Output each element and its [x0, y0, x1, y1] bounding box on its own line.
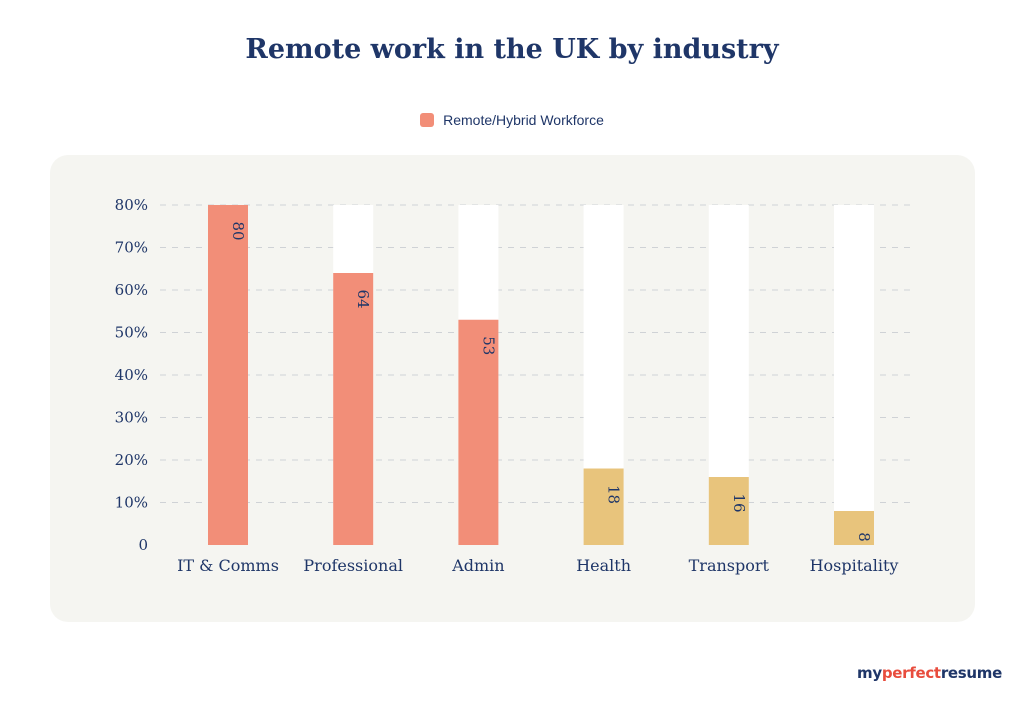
y-tick-label: 80% [115, 196, 148, 214]
legend: Remote/Hybrid Workforce [0, 112, 1024, 128]
grid-lines [160, 204, 912, 503]
data-label: 53 [479, 336, 497, 355]
legend-swatch [420, 113, 435, 127]
data-label: 64 [354, 289, 372, 308]
bar [708, 477, 749, 545]
bar [333, 273, 374, 545]
legend-label: Remote/Hybrid Workforce [443, 112, 604, 128]
y-tick-label: 0 [138, 536, 148, 554]
x-tick-label: Hospitality [810, 556, 899, 575]
x-axis: IT & Comms Professional Admin Health Transpo… [177, 556, 898, 575]
y-axis: 0 10% 20% 30% 40% 50% 60% 70% 80% [115, 196, 148, 554]
y-tick-label: 10% [115, 494, 148, 512]
y-tick-label: 50% [115, 324, 148, 342]
bar [834, 511, 874, 545]
chart-panel [50, 155, 975, 622]
y-tick-label: 20% [115, 451, 148, 469]
bars: 80 64 53 18 16 8 [208, 205, 874, 545]
x-tick-label: IT & Comms [177, 556, 279, 575]
y-tick-label: 60% [115, 281, 148, 299]
bar [458, 319, 499, 545]
x-tick-label: Admin [451, 556, 504, 575]
chart-title: Remote work in the UK by industry [245, 34, 779, 65]
bar [583, 468, 624, 545]
brand-part-2: perfect [881, 664, 941, 682]
bar [208, 205, 248, 545]
bar-track [834, 205, 874, 545]
data-label: 18 [605, 485, 623, 504]
data-label: 80 [229, 221, 247, 240]
x-tick-label: Transport [689, 556, 770, 575]
y-tick-label: 70% [115, 239, 148, 257]
data-label: 8 [855, 532, 873, 542]
brand-part-3: resume [940, 664, 1002, 682]
brand-logo: myperfectresume [857, 664, 1002, 682]
data-label: 16 [730, 493, 748, 512]
y-tick-label: 40% [115, 366, 148, 384]
brand-part-1: my [857, 664, 882, 682]
x-tick-label: Professional [303, 556, 403, 575]
x-tick-label: Health [576, 556, 631, 575]
y-tick-label: 30% [115, 409, 148, 427]
